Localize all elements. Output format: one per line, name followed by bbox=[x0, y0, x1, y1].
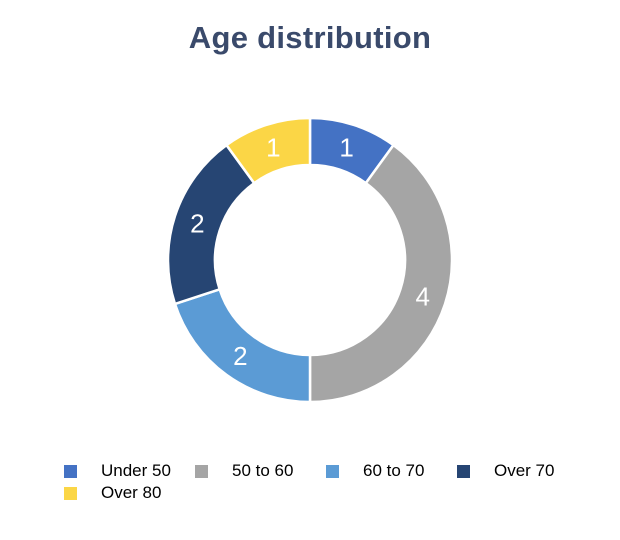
chart-legend: Under 50 50 to 60 60 to 70 Over 70 Over 80 bbox=[64, 460, 604, 504]
legend-swatch-over-80 bbox=[64, 486, 77, 500]
legend-swatch-50-to-60 bbox=[195, 464, 208, 478]
segment-value-label-over-80: 1 bbox=[266, 132, 280, 162]
legend-label-60-to-70: 60 to 70 bbox=[363, 461, 425, 480]
legend-label-50-to-60: 50 to 60 bbox=[232, 461, 294, 480]
legend-label-over-70: Over 70 bbox=[494, 461, 555, 480]
chart-title: Age distribution bbox=[188, 20, 432, 55]
segment-value-label-50-to-60: 4 bbox=[415, 282, 429, 312]
legend-item-under-50: Under 50 bbox=[64, 460, 195, 482]
donut-chart: 1 4 2 2 1 bbox=[166, 116, 454, 404]
legend-swatch-under-50 bbox=[64, 464, 77, 478]
legend-label-over-80: Over 80 bbox=[101, 483, 162, 502]
donut-segment-over-80 bbox=[225, 116, 312, 185]
legend-item-over-70: Over 70 bbox=[457, 460, 588, 482]
segment-value-label-under-50: 1 bbox=[339, 132, 353, 162]
legend-swatch-60-to-70 bbox=[326, 464, 339, 478]
donut-segment-over-70 bbox=[166, 143, 256, 306]
donut-segment-50-to-60 bbox=[308, 143, 454, 404]
segment-value-label-over-70: 2 bbox=[190, 208, 204, 238]
legend-item-60-to-70: 60 to 70 bbox=[326, 460, 457, 482]
legend-item-50-to-60: 50 to 60 bbox=[195, 460, 326, 482]
segment-value-label-60-to-70: 2 bbox=[233, 341, 247, 371]
legend-item-over-80: Over 80 bbox=[64, 482, 195, 504]
legend-label-under-50: Under 50 bbox=[101, 461, 171, 480]
legend-swatch-over-70 bbox=[457, 464, 470, 478]
